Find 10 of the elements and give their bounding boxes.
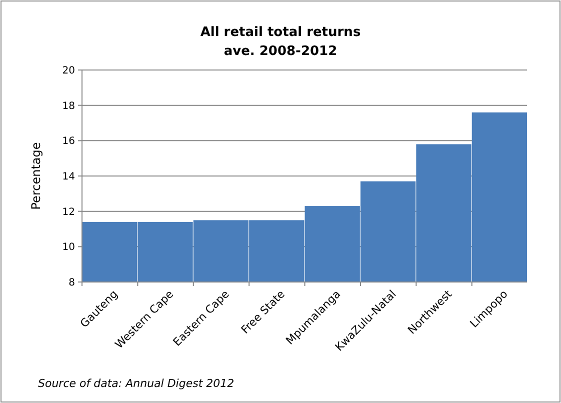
- source-note: Source of data: Annual Digest 2012: [38, 377, 234, 390]
- y-tick-label: 16: [62, 136, 75, 148]
- y-tick-label: 10: [62, 242, 75, 254]
- y-tick-label: 18: [62, 100, 75, 112]
- y-tick-label: 12: [62, 206, 75, 218]
- y-tick-label: 8: [68, 278, 75, 288]
- y-tick-label: 20: [62, 66, 75, 76]
- y-axis-title: Percentage: [29, 142, 43, 210]
- y-tick-label: 14: [62, 172, 75, 182]
- chart-title: All retail total returns ave. 2008-2012: [200, 25, 361, 59]
